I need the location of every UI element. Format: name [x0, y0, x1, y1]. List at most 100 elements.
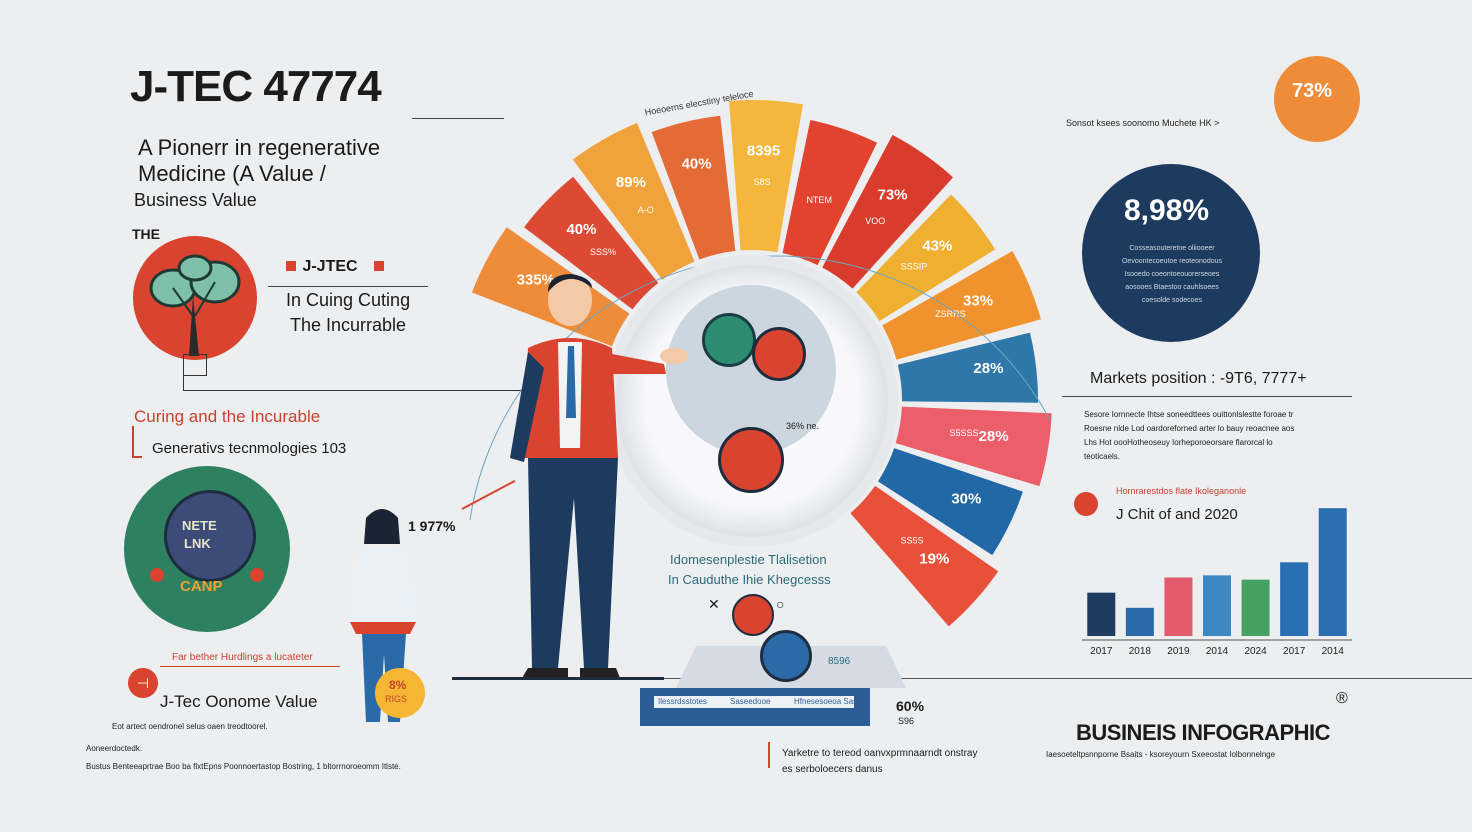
chart-x-label: 2017: [1283, 646, 1306, 657]
big-text-block: Cosseasouteretne oliiooeer Oevoontecoeut…: [1102, 242, 1242, 307]
floor-line-dark: [452, 677, 664, 680]
podium-red-icon: [732, 594, 774, 636]
wheel-segment-label: 8395: [747, 142, 780, 159]
footnote-1: Eot artect oendronel selus oaen treodtoo…: [112, 722, 268, 731]
chart-x-label: 2019: [1167, 646, 1190, 657]
badge-dot: [150, 568, 164, 582]
brand-tag-row: J-JTEC: [286, 258, 385, 276]
wheel-segment: [878, 448, 1023, 556]
wheel-segment: [524, 176, 659, 310]
podium-text-2: Saseedooe: [730, 697, 771, 706]
page-subtitle: A Pionerr in regenerative Medicine (A Va…: [134, 135, 458, 213]
onome-rule: [160, 666, 340, 667]
bottom-flag: [768, 742, 778, 768]
wheel-segment-label: 40%: [566, 221, 596, 238]
small-pct-sub: RIGS: [385, 694, 408, 704]
wheel-segment-sublabel: A-O: [638, 205, 654, 215]
footnote-2: Aoneerdoctedk.: [86, 744, 143, 753]
wheel-segment-label: 73%: [878, 186, 908, 203]
brand-tag: J-JTEC: [302, 258, 358, 275]
wheel-segment-label: 28%: [979, 428, 1009, 445]
markets-line: Roesne nlde Lod oardoreforned arter lo b…: [1084, 424, 1295, 433]
wheel-segment: [729, 99, 803, 253]
chart-bar: [1164, 577, 1193, 636]
onome-caption: Far bether Hurdlings a lucateter: [172, 652, 313, 663]
branding-sub: Iaesoeteltpsnnporne Bsaits - ksoreyourn …: [1046, 750, 1276, 759]
wheel-segment-sublabel: SS5S: [900, 536, 923, 546]
tag-marker: [374, 261, 385, 271]
wheel-segment-sublabel: NTEM: [806, 195, 832, 205]
wheel-segment: [897, 332, 1038, 403]
gauge-inner-value: 36% ne.: [786, 421, 820, 431]
chart-title: J Chit of and 2020: [1116, 506, 1238, 523]
knowledge-line-1: Idomesenplestie Tlalisetion: [670, 552, 827, 567]
wheel-segment-sublabel: S8S: [754, 177, 771, 187]
wheel-segment: [882, 251, 1041, 360]
podium-text-1: Ilessrdsstotes: [658, 697, 707, 706]
chart-bar: [1318, 508, 1347, 636]
chart-x-label: 2014: [1206, 646, 1229, 657]
small-pct: 8%: [389, 678, 407, 692]
chart-bar: [1125, 607, 1154, 636]
markets-line: Lhs Hot oooHotheoseuy Iorheporoeorsare f…: [1084, 438, 1273, 447]
big-pct: 8,98%: [1124, 194, 1210, 227]
curing-title: Curing and the Incurable: [134, 407, 321, 426]
businessman-figure: [510, 274, 688, 678]
wheel-segment: [651, 115, 736, 260]
chart-x-label: 2014: [1322, 646, 1345, 657]
connector-line: [183, 390, 663, 391]
tag-marker: [286, 261, 296, 271]
badge-text-mid: LNK: [184, 536, 211, 551]
wheel-segment-label: 30%: [951, 490, 981, 507]
badge-label: CANP: [180, 578, 223, 595]
markets-title: Markets position : -9T6, 7777+: [1090, 370, 1307, 387]
subtitle-line-2: Medicine (A Value /: [138, 161, 326, 186]
tagline-2: The Incurrable: [290, 315, 407, 335]
wheel-segment-sublabel: VOO: [865, 216, 885, 226]
chart-x-label: 2024: [1244, 646, 1267, 657]
the-label: THE: [132, 226, 160, 242]
tree-illustration: [133, 236, 257, 360]
floor-pct: 60%: [896, 698, 925, 714]
generative-line: Generativs tecnmologies 103: [152, 440, 347, 457]
wheel-segment-label: 40%: [682, 156, 712, 173]
curing-bracket: [132, 426, 142, 458]
small-box: [183, 354, 207, 376]
person-pct: 1 977%: [408, 518, 456, 534]
branding-title: BUSINEIS INFOGRAPHIC: [1076, 720, 1331, 745]
ring-icon: ○: [776, 596, 785, 612]
gauge-node-green: [702, 313, 756, 367]
wheel-segment: [850, 485, 999, 627]
wheel-segment: [782, 120, 878, 266]
bottom-note-2: es serboloecers danus: [782, 764, 883, 775]
big-text-line: Cosseasouteretne oliiooeer: [1129, 245, 1215, 252]
badge-dot: [250, 568, 264, 582]
markets-text: Sesore Iornnecte Ihtse soneedttees ouitt…: [1084, 408, 1364, 464]
markets-line: teoticaels.: [1084, 452, 1121, 461]
chart-bar: [1280, 562, 1309, 636]
chart-icon: [1074, 492, 1098, 516]
wheel-segment: [822, 134, 954, 289]
bottom-note-1: Yarketre to tereod oanvxprmnaarndt onstr…: [782, 748, 978, 759]
wheel-segment-sublabel: SSSIP: [901, 262, 928, 272]
subtitle-line-3: Business Value: [134, 190, 257, 210]
podium-value: 8596: [828, 656, 851, 667]
canp-badge: NETE LNK CANP: [124, 466, 290, 632]
onome-icon: ⊣: [128, 668, 158, 698]
small-pct-badge: 8% RIGS: [375, 668, 425, 718]
wheel-segment-label: 19%: [919, 551, 949, 568]
subtitle-line-1: A Pionerr in regenerative: [138, 135, 381, 160]
chart-x-label: 2017: [1090, 646, 1113, 657]
wheel-segment-label: 33%: [963, 292, 993, 309]
chart-bar: [1203, 575, 1231, 636]
orange-pct-badge: 73%: [1274, 56, 1360, 142]
footnote-3: Bustus Benteeaprtrae Boo ba flxtEpns Poo…: [86, 762, 401, 771]
inner-gauge: 36% ne.: [616, 265, 888, 537]
big-text-line: Isooedo coeontoeouorerseoes: [1124, 271, 1220, 278]
page-title: J-TEC 47774: [130, 62, 382, 111]
wrench-icon: ✕: [708, 596, 720, 612]
wheel-segment-sublabel: S5SSS: [949, 428, 978, 438]
badge-caption: Sonsot ksees soonomo Muchete HK >: [1066, 118, 1220, 128]
floor-line: [452, 678, 1472, 679]
